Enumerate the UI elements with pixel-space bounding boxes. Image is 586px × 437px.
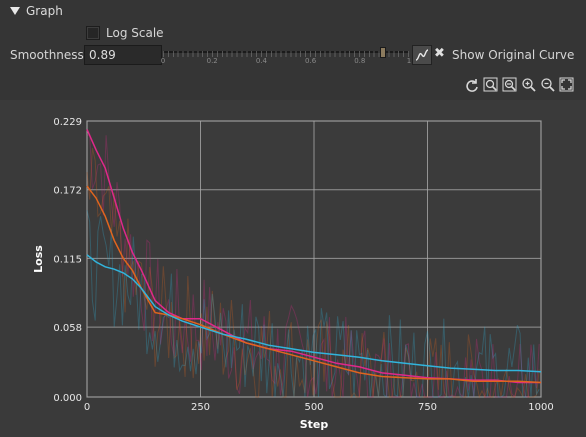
raw-series-line [86,133,540,399]
log-scale-label: Log Scale [106,26,164,40]
x-axis-title: Step [300,418,329,431]
log-scale-checkbox[interactable] [86,26,100,40]
slider-tick-label: 0.4 [255,57,267,65]
y-tick-label: 0.172 [53,186,82,197]
show-original-x-icon[interactable]: ✖ [434,46,445,61]
slider-tick-label: 1 [406,57,412,65]
smoothness-row: Smoothness 0.89 0 0.2 0.4 0.6 0.8 1 ✖ Show Or… [10,45,586,67]
x-tick-label: 250 [191,402,210,413]
y-tick-label: 0.229 [53,117,82,128]
fullscreen-icon[interactable] [559,77,574,92]
y-axis-title: Loss [32,245,45,273]
curve-icon [415,49,429,61]
loss-chart[interactable]: 0 250 500 750 1000 0.000 0.058 0.115 0.172 0.229 S… [0,100,586,437]
raw-series-line [86,210,540,399]
chart-svg: 0 250 500 750 1000 0.000 0.058 0.115 0.172 0.229 S… [32,117,554,431]
slider-tick-label: 0.6 [305,57,317,65]
smoothness-input[interactable]: 0.89 [84,45,162,65]
x-tick-label: 750 [418,402,437,413]
graph-section-header[interactable]: Graph [10,4,63,18]
graph-toolbar [464,77,574,92]
log-scale-row[interactable]: Log Scale [86,26,164,40]
smoothness-slider[interactable]: 0 0.2 0.4 0.6 0.8 1 [160,45,412,65]
y-tick-label: 0.115 [53,254,82,265]
zoom-fit-icon[interactable] [483,77,498,92]
x-tick-label: 0 [84,402,90,413]
slider-handle[interactable] [379,47,386,58]
zoom-in-icon[interactable] [521,77,536,92]
raw-series-line [86,147,540,399]
smoothness-label: Smoothness [10,48,84,62]
slider-tick-label: 0.2 [206,57,218,65]
x-tick-label: 500 [304,402,323,413]
series-line [86,254,542,373]
series-line [86,185,542,384]
zoom-out-icon[interactable] [502,77,517,92]
refresh-icon[interactable] [464,77,479,92]
x-tick-label: 1000 [528,402,553,413]
y-tick-label: 0.000 [53,393,82,404]
collapse-triangle-icon[interactable] [10,7,20,15]
section-title: Graph [26,4,63,18]
curve-toggle-button[interactable] [412,45,432,65]
slider-ticks [163,51,409,57]
show-original-label: Show Original Curve [452,48,575,62]
zoom-reset-icon[interactable] [540,77,555,92]
slider-tick-label: 0.8 [354,57,366,65]
y-tick-label: 0.058 [53,323,82,334]
slider-tick-label: 0 [160,57,166,65]
